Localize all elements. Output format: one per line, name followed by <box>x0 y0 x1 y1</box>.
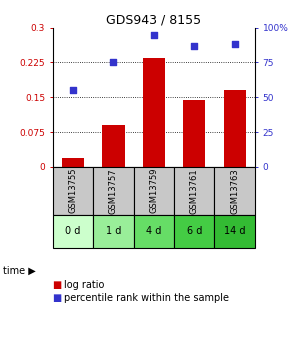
Text: ■: ■ <box>53 294 65 303</box>
Text: time ▶: time ▶ <box>3 266 36 276</box>
Bar <box>93 215 134 248</box>
Bar <box>62 158 84 167</box>
Bar <box>174 215 214 248</box>
Bar <box>102 125 125 167</box>
Text: ■: ■ <box>53 280 65 289</box>
Text: GSM13759: GSM13759 <box>149 168 158 214</box>
Bar <box>224 90 246 167</box>
Text: 1 d: 1 d <box>106 226 121 236</box>
Text: log ratio: log ratio <box>64 280 105 289</box>
Bar <box>53 215 93 248</box>
Point <box>192 43 197 48</box>
Bar <box>134 215 174 248</box>
Bar <box>134 167 174 215</box>
Text: percentile rank within the sample: percentile rank within the sample <box>64 294 229 303</box>
Point <box>232 41 237 47</box>
Text: GSM13757: GSM13757 <box>109 168 118 214</box>
Bar <box>214 215 255 248</box>
Bar <box>53 167 93 215</box>
Bar <box>214 167 255 215</box>
Text: 4 d: 4 d <box>146 226 161 236</box>
Title: GDS943 / 8155: GDS943 / 8155 <box>106 13 201 27</box>
Text: GSM13755: GSM13755 <box>69 168 77 214</box>
Point <box>111 60 116 65</box>
Text: 14 d: 14 d <box>224 226 246 236</box>
Text: 6 d: 6 d <box>187 226 202 236</box>
Point <box>151 32 156 37</box>
Text: 0 d: 0 d <box>65 226 81 236</box>
Bar <box>183 100 205 167</box>
Point <box>71 88 75 93</box>
Bar <box>174 167 214 215</box>
Text: GSM13763: GSM13763 <box>230 168 239 214</box>
Text: GSM13761: GSM13761 <box>190 168 199 214</box>
Bar <box>143 58 165 167</box>
Bar <box>93 167 134 215</box>
